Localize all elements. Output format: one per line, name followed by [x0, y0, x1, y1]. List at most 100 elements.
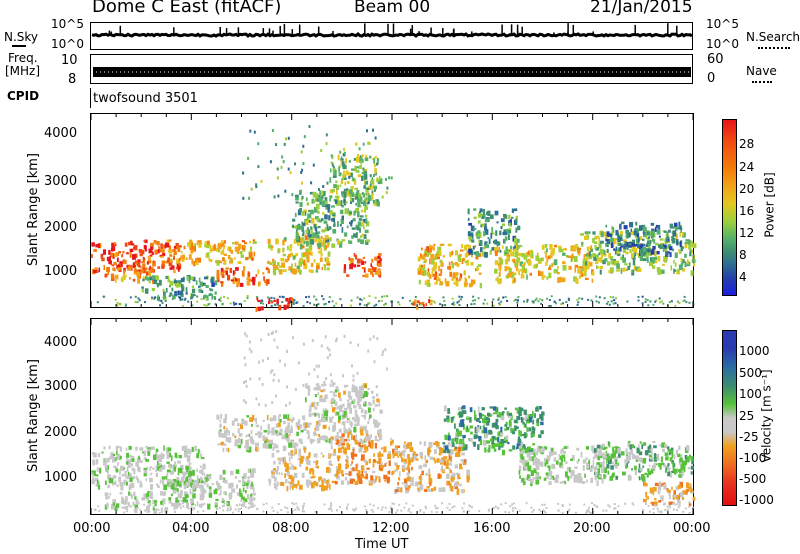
date-label: 21/Jan/2015: [590, 0, 693, 17]
velocity-cell: [448, 453, 451, 460]
power-cell: [617, 247, 621, 252]
power-cell: [374, 171, 377, 175]
velocity-cell: [332, 393, 335, 397]
power-cell: [299, 202, 303, 208]
power-cell: [213, 243, 216, 250]
velocity-cell: [302, 384, 305, 387]
power-cell: [292, 301, 295, 304]
velocity-cell: [269, 439, 274, 445]
power-cell: [264, 280, 267, 283]
power-cell: [680, 262, 684, 266]
power-cell: [288, 253, 291, 258]
velocity-cell: [450, 449, 454, 455]
velocity-cell: [666, 505, 669, 508]
power-cell: [478, 211, 481, 214]
velocity-cell: [512, 502, 515, 505]
power-cell: [371, 193, 374, 197]
velocity-cell: [530, 478, 534, 484]
velocity-cell: [91, 470, 95, 475]
power-cell: [243, 300, 246, 303]
velocity-cell: [577, 473, 579, 476]
power-cell: [204, 276, 208, 280]
velocity-cell: [302, 507, 304, 510]
power-cell: [576, 303, 579, 306]
velocity-cell: [252, 497, 256, 501]
power-cell: [478, 213, 482, 218]
velocity-cell: [404, 483, 408, 488]
velocity-cell: [415, 458, 419, 461]
velocity-cell: [377, 423, 380, 428]
power-cell: [343, 201, 347, 206]
power-cell: [107, 269, 109, 276]
velocity-cell: [397, 450, 401, 454]
velocity-cell: [675, 449, 678, 455]
power-cell: [216, 269, 220, 276]
power-cell: [160, 299, 163, 302]
power-cell: [323, 220, 327, 224]
velocity-cell: [620, 451, 625, 456]
velocity-cell: [92, 459, 95, 466]
velocity-cell: [172, 480, 175, 486]
velocity-cell: [361, 455, 364, 461]
power-cell: [499, 303, 501, 306]
velocity-cell: [678, 493, 681, 496]
velocity-cell: [527, 461, 530, 468]
power-cell: [513, 258, 516, 263]
velocity-cell: [167, 478, 171, 484]
power-cell: [515, 259, 518, 264]
power-cell: [624, 263, 628, 266]
power-cell: [483, 209, 485, 215]
velocity-cell: [647, 446, 650, 452]
power-cell: [308, 125, 311, 128]
velocity-cell: [672, 465, 675, 472]
velocity-cell: [608, 441, 611, 448]
power-cell: [691, 243, 694, 248]
velocity-cell: [598, 464, 602, 468]
power-cell: [442, 296, 445, 299]
power-cell: [608, 252, 612, 259]
power-cell: [322, 298, 325, 301]
power-cell: [255, 306, 258, 313]
power-cell: [296, 236, 300, 242]
power-cell: [607, 300, 610, 303]
velocity-cell: [448, 503, 451, 505]
velocity-cell: [351, 454, 355, 460]
velocity-cell: [417, 490, 421, 493]
power-cell: [598, 242, 602, 249]
power-cell: [161, 260, 166, 267]
power-cell: [260, 179, 263, 183]
power-cell: [477, 230, 481, 234]
velocity-cell: [521, 449, 525, 455]
power-cell: [565, 248, 567, 251]
power-cell: [232, 278, 236, 284]
velocity-cell: [491, 422, 496, 428]
power-cell: [294, 212, 297, 218]
velocity-cell: [484, 447, 487, 453]
power-cell: [366, 192, 369, 196]
power-cell: [514, 245, 517, 251]
velocity-cell: [539, 406, 542, 410]
power-cell: [424, 280, 429, 286]
power-cell: [339, 224, 342, 227]
velocity-cell: [258, 402, 261, 406]
velocity-cell: [377, 422, 381, 426]
velocity-cell: [461, 507, 464, 510]
velocity-cell: [379, 451, 381, 455]
power-cell: [353, 179, 357, 185]
velocity-cell: [320, 452, 323, 455]
power-cell: [237, 261, 242, 264]
power-cell: [287, 136, 290, 140]
velocity-cell: [526, 454, 531, 458]
power-cell: [269, 160, 272, 164]
velocity-cell: [303, 422, 307, 427]
velocity-cell: [673, 468, 677, 475]
power-cell: [568, 255, 571, 259]
velocity-cell: [296, 443, 299, 447]
velocity-cell: [285, 427, 289, 433]
power-cell: [676, 241, 680, 245]
power-cell: [466, 259, 469, 266]
power-cell: [121, 254, 123, 258]
power-cell: [356, 258, 361, 264]
velocity-cell: [296, 431, 299, 437]
power-cell: [99, 243, 102, 249]
